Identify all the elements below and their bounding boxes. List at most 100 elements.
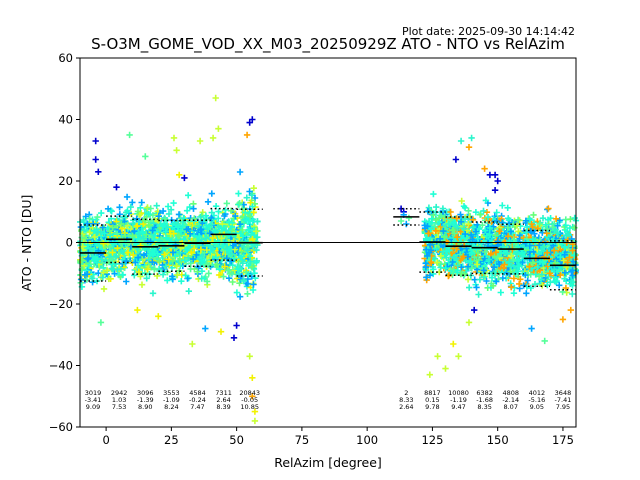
- data-point: [425, 230, 432, 237]
- data-point: [457, 137, 465, 145]
- data-point: [240, 277, 247, 285]
- data-point: [208, 190, 215, 197]
- data-point: [81, 262, 88, 269]
- data-point: [490, 223, 497, 230]
- data-point: [569, 258, 577, 265]
- data-point: [100, 285, 108, 293]
- data-point: [494, 177, 501, 185]
- data-point: [530, 211, 537, 219]
- data-point: [458, 219, 466, 227]
- data-point: [108, 265, 116, 272]
- data-point: [569, 247, 576, 254]
- data-point: [465, 144, 473, 151]
- data-point: [91, 227, 98, 234]
- data-point: [111, 270, 118, 277]
- data-point: [542, 221, 549, 228]
- data-point: [499, 202, 506, 209]
- data-point: [546, 270, 554, 277]
- data-point: [196, 137, 204, 145]
- data-point: [506, 258, 513, 265]
- data-point: [145, 221, 152, 229]
- data-point: [217, 328, 225, 335]
- data-point: [173, 147, 180, 154]
- data-point: [223, 200, 230, 207]
- data-point: [249, 218, 256, 225]
- data-point: [239, 226, 246, 234]
- data-point: [99, 274, 106, 281]
- data-point: [471, 254, 478, 261]
- data-point: [114, 245, 121, 252]
- data-point: [196, 233, 203, 241]
- data-point: [436, 235, 444, 242]
- data-point: [562, 222, 569, 229]
- data-point: [99, 224, 106, 231]
- data-point: [165, 262, 173, 269]
- data-point: [454, 234, 461, 241]
- data-point: [556, 217, 563, 224]
- data-point: [425, 204, 433, 211]
- data-point: [424, 252, 431, 260]
- data-point: [485, 256, 493, 263]
- data-point: [149, 290, 157, 297]
- data-point: [149, 227, 156, 234]
- data-point: [140, 220, 147, 228]
- data-point: [405, 214, 413, 222]
- data-point: [482, 248, 489, 256]
- data-point: [169, 276, 176, 283]
- bin-stat-s: 7.47: [190, 403, 204, 411]
- data-point: [159, 271, 167, 278]
- data-point: [564, 230, 572, 237]
- data-point: [486, 231, 493, 238]
- data-point: [542, 274, 549, 281]
- data-point: [149, 252, 157, 259]
- data-point: [508, 252, 515, 260]
- data-point: [131, 272, 138, 279]
- data-point: [155, 213, 162, 220]
- data-point: [561, 269, 569, 276]
- data-point: [487, 250, 495, 257]
- data-point: [522, 271, 529, 279]
- data-point: [244, 290, 251, 297]
- data-point: [150, 220, 157, 227]
- data-point: [109, 224, 116, 231]
- y-tick-label: 20: [58, 174, 73, 188]
- data-point: [159, 261, 166, 269]
- data-point: [80, 228, 87, 235]
- data-point: [426, 272, 434, 279]
- data-point: [162, 234, 170, 241]
- data-point: [137, 204, 144, 211]
- data-point: [197, 246, 205, 253]
- x-tick-label: 75: [295, 433, 310, 447]
- data-point: [123, 257, 130, 265]
- data-point: [135, 268, 143, 276]
- data-point: [249, 393, 256, 400]
- data-point: [137, 242, 144, 249]
- data-point: [236, 200, 243, 207]
- data-point: [569, 290, 576, 298]
- data-point: [181, 257, 188, 264]
- bin-stat-m: -2.14: [502, 396, 519, 404]
- data-point: [476, 276, 484, 283]
- data-point: [536, 242, 543, 249]
- data-point: [513, 222, 520, 229]
- data-point: [246, 213, 254, 220]
- data-point: [159, 207, 167, 215]
- data-point: [474, 249, 482, 257]
- data-point: [113, 252, 120, 260]
- data-point: [467, 231, 475, 239]
- data-point: [543, 249, 551, 256]
- data-point: [247, 258, 254, 265]
- data-point: [215, 208, 222, 215]
- data-point: [560, 257, 567, 264]
- data-point: [483, 277, 490, 285]
- data-point: [139, 230, 146, 237]
- bin-stat-n: 3553: [163, 389, 180, 397]
- data-point: [516, 280, 523, 288]
- data-point: [247, 199, 254, 206]
- bin-stat-m: -5.16: [528, 396, 545, 404]
- data-point: [514, 216, 522, 223]
- data-point: [208, 221, 215, 228]
- data-point: [179, 222, 186, 230]
- data-point: [118, 248, 125, 255]
